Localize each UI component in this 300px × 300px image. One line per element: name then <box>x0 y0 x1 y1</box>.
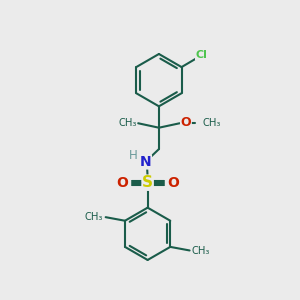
Text: O: O <box>181 116 191 130</box>
Text: O: O <box>116 176 128 190</box>
Text: S: S <box>142 175 153 190</box>
Text: O: O <box>167 176 179 190</box>
Text: CH₃: CH₃ <box>192 246 210 256</box>
Text: Cl: Cl <box>196 50 207 60</box>
Text: CH₃: CH₃ <box>202 118 221 128</box>
Text: CH₃: CH₃ <box>118 118 136 128</box>
Text: H: H <box>129 148 138 162</box>
Text: N: N <box>140 155 152 169</box>
Text: CH₃: CH₃ <box>85 212 103 222</box>
